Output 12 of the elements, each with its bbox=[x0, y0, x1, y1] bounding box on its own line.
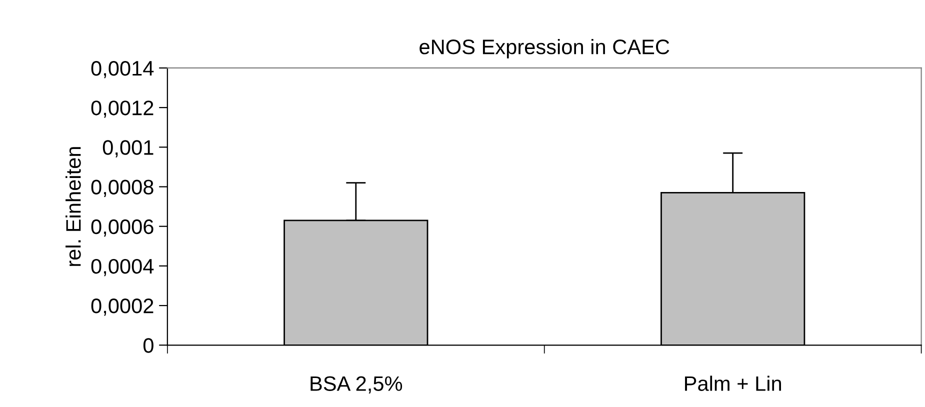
y-tick-label: 0,0008 bbox=[91, 180, 154, 197]
y-tick-label: 0,0004 bbox=[91, 258, 154, 276]
x-tick-label: BSA 2,5% bbox=[310, 376, 402, 394]
chart-title: eNOS Expression in CAEC bbox=[420, 38, 670, 58]
y-tick-label: 0 bbox=[143, 338, 154, 353]
y-axis-title: rel. Einheiten bbox=[66, 147, 81, 266]
y-tick-label: 0,0012 bbox=[91, 100, 154, 118]
y-tick-label: 0,0002 bbox=[91, 298, 154, 316]
y-tick-label: 0,001 bbox=[102, 140, 154, 158]
x-tick-label: Palm + Lin bbox=[685, 376, 781, 391]
y-tick-label: 0,0006 bbox=[91, 219, 154, 237]
y-tick-label: 0,0014 bbox=[91, 60, 154, 78]
